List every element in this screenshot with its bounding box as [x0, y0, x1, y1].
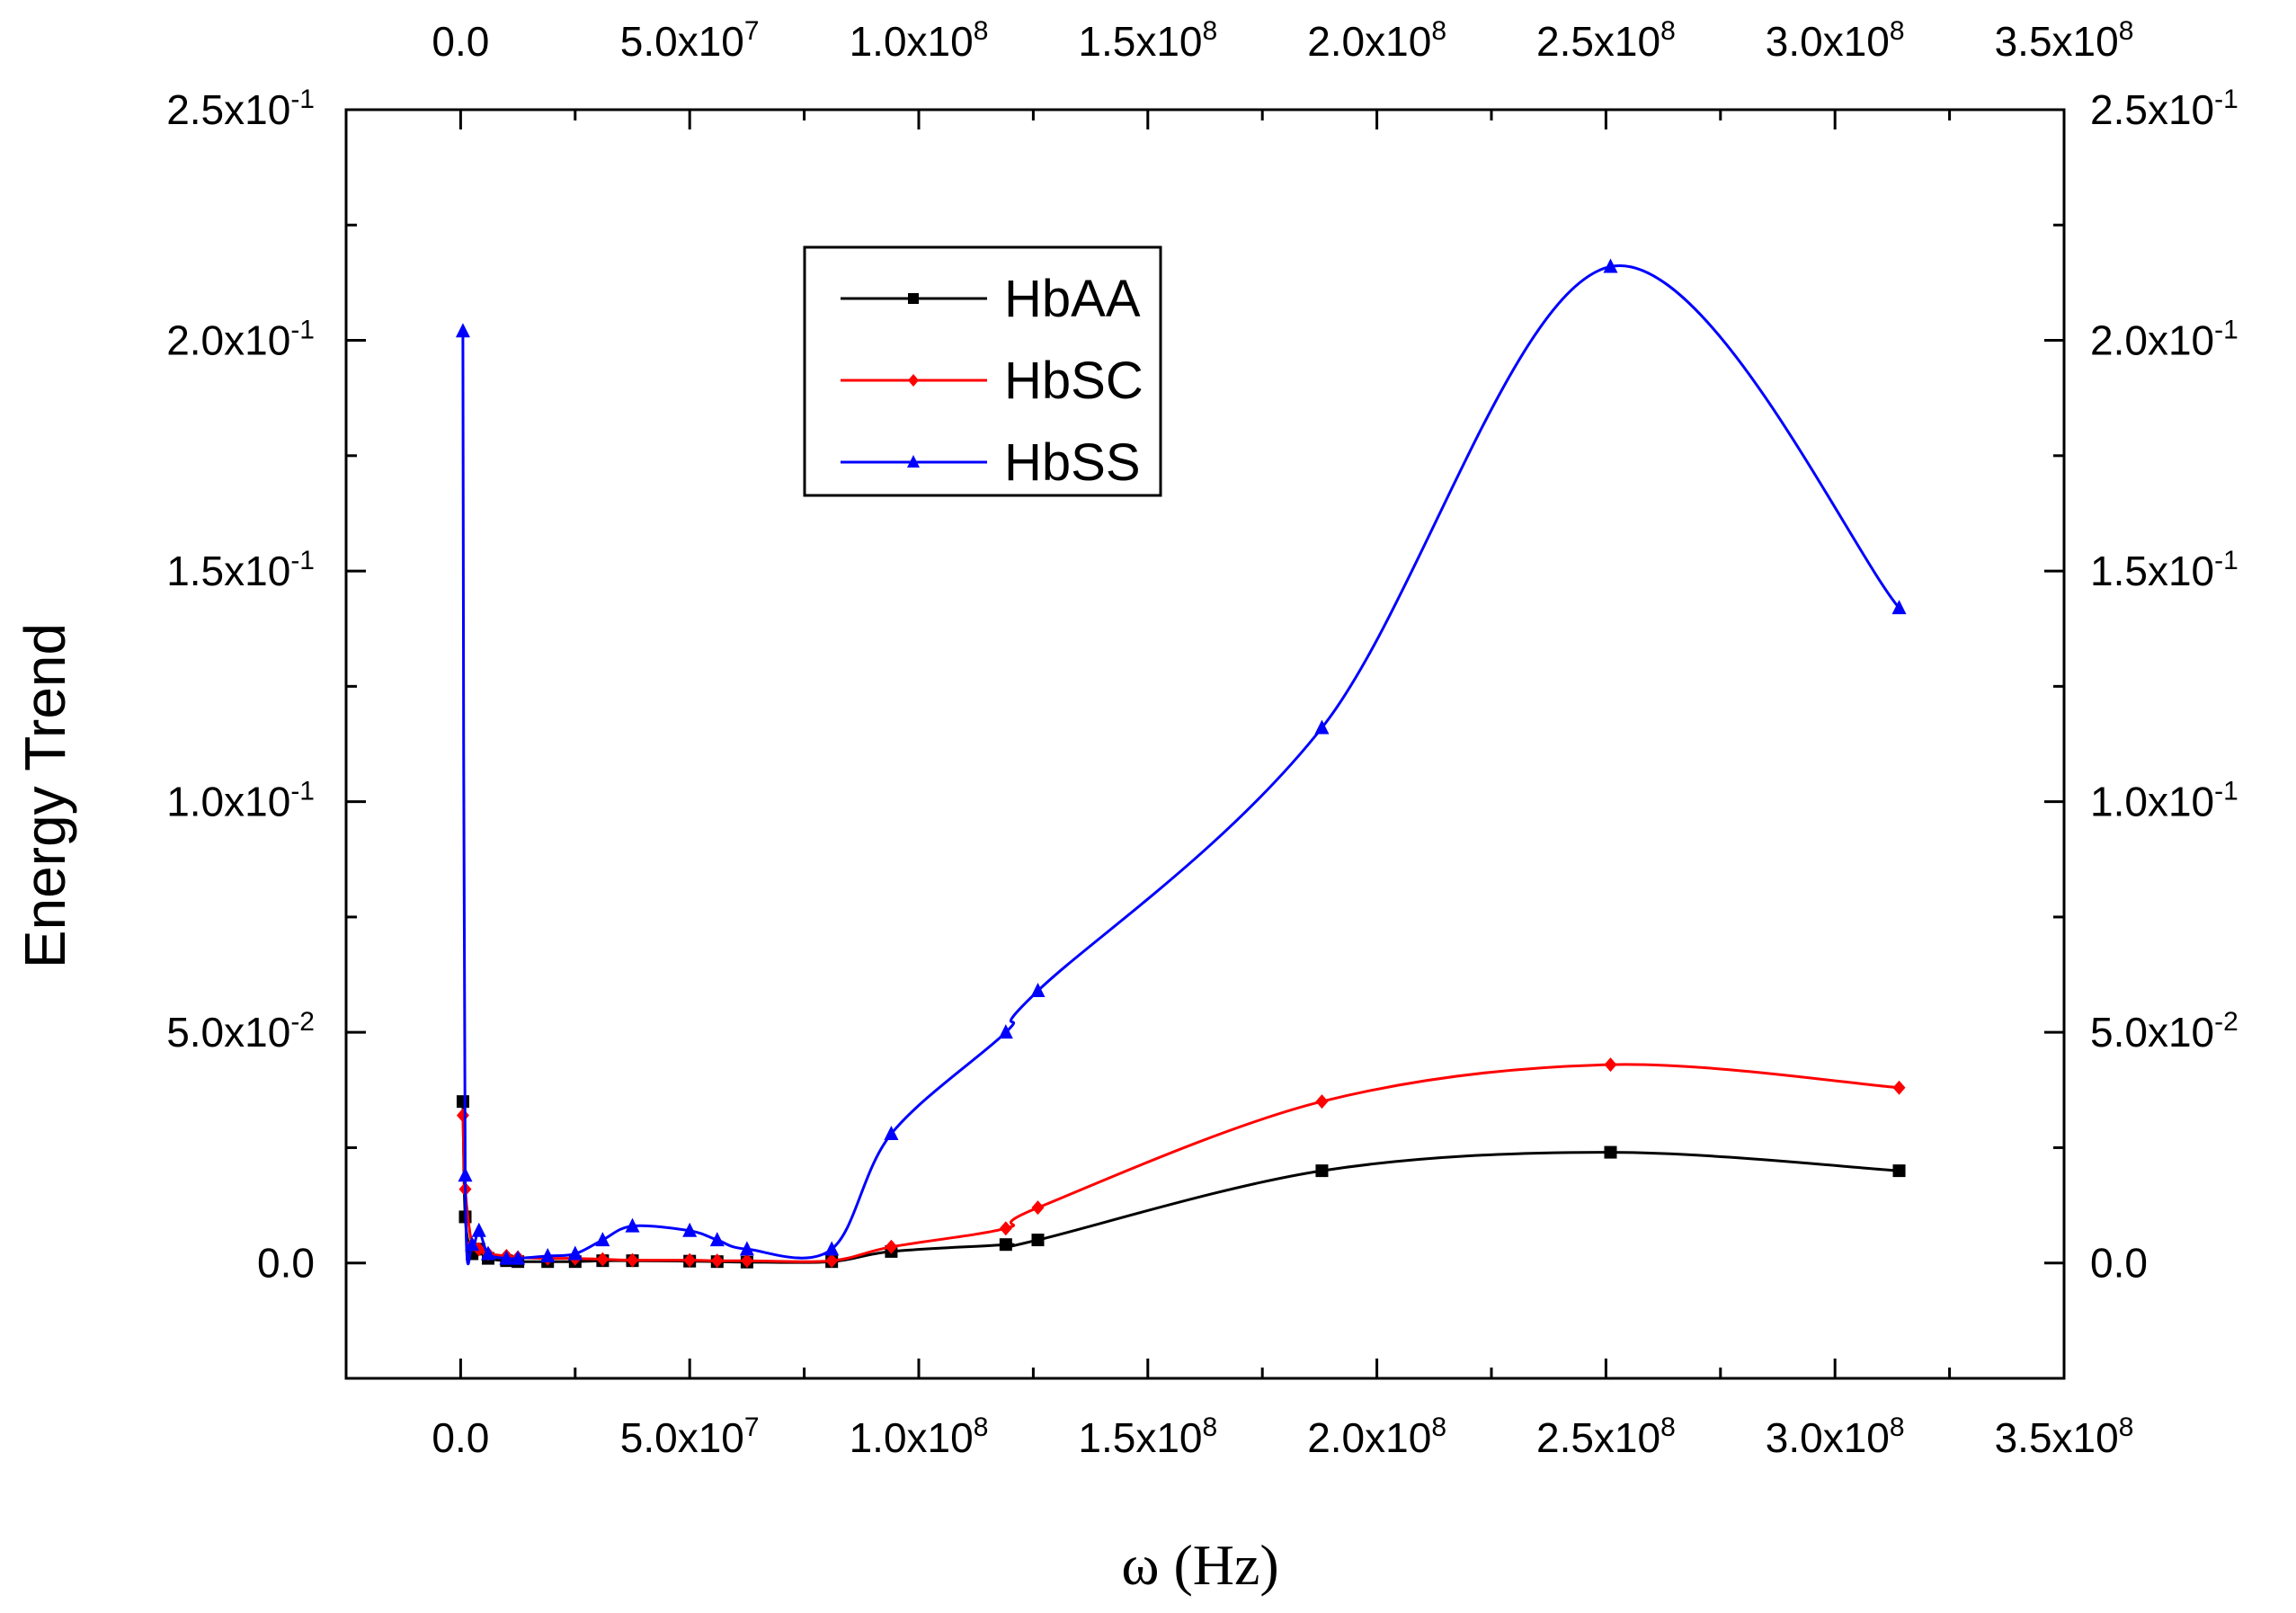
x-tick-labels-bottom: 0.0 5.0x107 1.0x108 1.5x108 2.0x108 2.5x108 3.… [432, 1412, 2133, 1461]
legend-item-hbaa: HbAA [841, 270, 1141, 328]
legend-marker [908, 374, 919, 387]
data-point-hbss [682, 1222, 698, 1237]
x-tick-label-top: 2.5x108 [1536, 16, 1676, 65]
data-point-hbsc [740, 1253, 753, 1269]
data-point-hbsc [456, 1108, 469, 1123]
x-tick-label-bottom: 1.0x108 [850, 1412, 989, 1461]
legend-marker [907, 455, 920, 468]
legend-item-hbsc: HbSC [841, 352, 1144, 410]
x-tick-label-bottom: 3.5x108 [1995, 1412, 2134, 1461]
x-tick-label-top: 3.0x108 [1766, 16, 1905, 65]
data-point-hbss [998, 1024, 1013, 1039]
series-line-hbaa [461, 1101, 1900, 1264]
y-tick-label-left: 1.5x10-1 [166, 546, 315, 594]
series-hbss [455, 258, 1907, 1266]
x-tick-label-top: 3.5x108 [1995, 16, 2134, 65]
legend-label: HbSS [1004, 433, 1141, 492]
series-hbsc [456, 1057, 1906, 1269]
data-point-hbsc [999, 1221, 1012, 1236]
data-point-hbss [511, 1250, 526, 1265]
data-point-hbss [1314, 719, 1330, 735]
legend-label: HbAA [1004, 270, 1141, 328]
y-tick-label-left: 1.0x10-1 [166, 777, 315, 825]
data-point-hbaa [1031, 1234, 1045, 1247]
data-point-hbss [709, 1232, 725, 1247]
data-point-hbsc [1604, 1057, 1617, 1073]
y-tick-label-left: 2.5x10-1 [166, 85, 315, 133]
data-point-hbss [739, 1241, 754, 1256]
data-point-hbss [567, 1245, 583, 1261]
x-tick-label-bottom: 0.0 [432, 1414, 489, 1461]
data-point-hbaa [1604, 1145, 1617, 1159]
y-tick-label-left: 5.0x10-2 [166, 1007, 315, 1056]
x-tick-label-bottom: 2.0x108 [1307, 1412, 1446, 1461]
data-point-hbaa [999, 1238, 1012, 1252]
data-point-hbsc [626, 1252, 639, 1268]
x-axis-title: ω (Hz) [1121, 1533, 1278, 1597]
legend-marker [908, 293, 919, 304]
x-tick-labels-top: 0.0 5.0x107 1.0x108 1.5x108 2.0x108 2.5x108 3.… [432, 16, 2133, 65]
data-point-hbss [499, 1250, 514, 1265]
x-tick-label-top: 2.0x108 [1307, 16, 1446, 65]
x-tick-label-top: 1.5x108 [1078, 16, 1217, 65]
data-point-hbaa [1892, 1164, 1906, 1178]
tick-marks [344, 108, 2066, 1380]
data-point-hbss [465, 1236, 480, 1252]
x-tick-label-top: 0.0 [432, 18, 489, 65]
data-point-hbsc [1892, 1080, 1906, 1095]
plot-frame [344, 108, 2066, 1380]
data-point-hbsc [1315, 1094, 1329, 1109]
data-point-hbsc [1031, 1200, 1045, 1216]
legend-box [803, 245, 1162, 497]
y-axis-title: Energy Trend [13, 623, 77, 968]
y-tick-label-right: 0.0 [2090, 1240, 2148, 1287]
y-tick-label-right: 1.5x10-1 [2090, 546, 2238, 594]
x-tick-label-bottom: 5.0x107 [620, 1412, 760, 1461]
series-line-hbss [461, 264, 1900, 1266]
data-point-hbss [540, 1248, 556, 1263]
y-tick-label-right: 5.0x10-2 [2090, 1007, 2238, 1056]
x-tick-label-top: 5.0x107 [620, 16, 760, 65]
legend-label: HbSC [1004, 352, 1144, 410]
x-tick-label-bottom: 2.5x108 [1536, 1412, 1676, 1461]
data-point-hbss [1603, 258, 1618, 273]
data-point-hbsc [885, 1239, 898, 1254]
legend-item-hbss: HbSS [841, 433, 1141, 492]
data-point-hbsc [596, 1252, 610, 1267]
data-point-hbsc [710, 1253, 724, 1269]
series-line-hbsc [461, 1063, 1900, 1263]
series-layer [455, 258, 1907, 1269]
data-point-hbss [480, 1245, 495, 1261]
data-point-hbss [458, 1167, 473, 1182]
data-point-hbaa [456, 1095, 469, 1109]
data-point-hbsc [825, 1253, 839, 1269]
data-point-hbss [824, 1241, 840, 1256]
data-point-hbsc [683, 1252, 697, 1268]
data-point-hbss [625, 1217, 640, 1233]
y-tick-labels-right: 0.0 5.0x10-2 1.0x10-1 1.5x10-1 2.0x10-1 2.5x1… [2090, 85, 2238, 1287]
y-tick-label-left: 2.0x10-1 [166, 316, 315, 364]
y-tick-label-left: 0.0 [257, 1240, 315, 1287]
y-tick-labels-left: 0.0 5.0x10-2 1.0x10-1 1.5x10-1 2.0x10-1 2.5x1… [166, 85, 315, 1287]
x-tick-label-bottom: 3.0x108 [1766, 1412, 1905, 1461]
data-point-hbaa [1315, 1164, 1329, 1178]
series-hbaa [456, 1095, 1906, 1269]
y-tick-label-right: 2.5x10-1 [2090, 85, 2238, 133]
data-point-hbss [1030, 983, 1046, 998]
data-point-hbss [471, 1222, 486, 1237]
y-tick-label-right: 2.0x10-1 [2090, 316, 2238, 364]
data-point-hbss [455, 323, 470, 338]
y-tick-label-right: 1.0x10-1 [2090, 777, 2238, 825]
data-point-hbss [884, 1126, 899, 1141]
x-tick-label-top: 1.0x108 [850, 16, 989, 65]
x-tick-label-bottom: 1.5x108 [1078, 1412, 1217, 1461]
data-point-hbss [595, 1232, 610, 1247]
legend: HbAA HbSC HbSS [803, 245, 1162, 497]
data-point-hbss [1891, 600, 1907, 615]
